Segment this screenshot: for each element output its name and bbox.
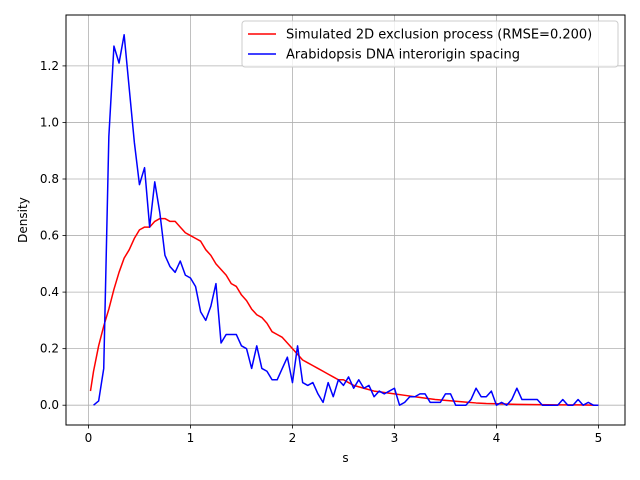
x-tick-label: 3	[391, 431, 399, 445]
y-axis-label: Density	[16, 197, 30, 243]
legend-box	[241, 20, 619, 68]
y-tick-label: 0.2	[40, 342, 59, 356]
x-tick-label: 0	[85, 431, 93, 445]
y-tick-label: 0.8	[40, 172, 59, 186]
legend-label-simulated: Simulated 2D exclusion process (RMSE=0.2…	[286, 28, 592, 43]
plot-frame	[65, 14, 626, 426]
x-tick-label: 2	[289, 431, 297, 445]
y-tick-label: 1.2	[40, 59, 59, 73]
series-lines	[89, 34, 599, 406]
x-axis-label: s	[342, 451, 348, 465]
y-tick-label: 0.6	[40, 229, 59, 243]
y-tick-label: 0.0	[40, 398, 59, 412]
axis-ticks: 0 1 2 3 4 5 0.0 0.2 0.4 0.6 0.8 1.0 1.2	[40, 59, 602, 445]
x-tick-label: 5	[595, 431, 603, 445]
legend: Simulated 2D exclusion process (RMSE=0.2…	[241, 20, 619, 68]
y-tick-label: 0.4	[40, 285, 59, 299]
series-line-arabidopsis	[93, 34, 599, 406]
x-tick-label: 4	[493, 431, 501, 445]
x-tick-label: 1	[187, 431, 195, 445]
legend-label-arabidopsis: Arabidopsis DNA interorigin spacing	[286, 48, 520, 63]
y-tick-label: 1.0	[40, 115, 59, 129]
